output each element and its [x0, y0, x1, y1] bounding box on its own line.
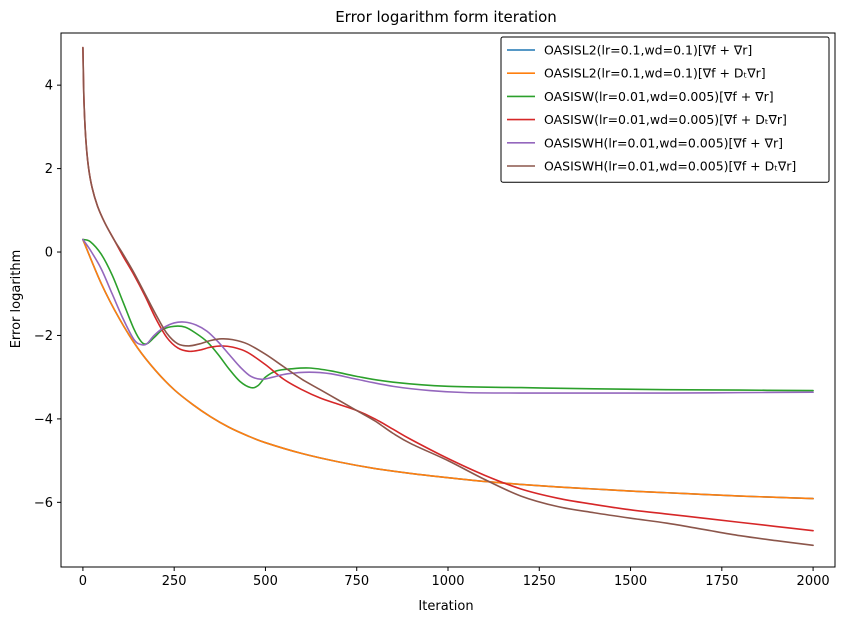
legend: OASISL2(lr=0.1,wd=0.1)[∇f + ∇r] OASISL2(l… — [500, 36, 830, 183]
legend-label-2: OASISL2(lr=0.1,wd=0.1)[∇f + Dₜ∇r] — [544, 66, 766, 81]
y-axis-title: Error logarithm — [9, 250, 24, 349]
series-layer — [82, 46, 814, 547]
legend-label-3: OASISW(lr=0.01,wd=0.005)[∇f + ∇r] — [544, 89, 774, 104]
series-line-6 — [82, 46, 814, 547]
x-axis: 0 250 500 750 1000 1250 1500 1750 2000 — [79, 567, 830, 589]
x-tick-label: 750 — [344, 574, 369, 589]
legend-label-4: OASISW(lr=0.01,wd=0.005)[∇f + Dₜ∇r] — [544, 112, 787, 127]
y-tick-label: −2 — [34, 329, 53, 344]
x-tick-label: 250 — [162, 574, 187, 589]
series-line-5 — [82, 238, 814, 394]
x-tick-label: 1500 — [614, 574, 647, 589]
y-tick-label: 4 — [45, 79, 53, 94]
y-tick-label: −4 — [34, 412, 53, 427]
x-tick-label: 1250 — [523, 574, 556, 589]
y-tick-label: −6 — [34, 496, 53, 511]
x-tick-label: 500 — [253, 574, 278, 589]
x-tick-label: 0 — [79, 574, 87, 589]
legend-label-5: OASISWH(lr=0.01,wd=0.005)[∇f + ∇r] — [544, 135, 783, 150]
legend-box — [500, 36, 830, 183]
series-line-2 — [82, 238, 814, 500]
series-line-3 — [82, 238, 814, 392]
x-tick-label: 2000 — [797, 574, 830, 589]
legend-label-1: OASISL2(lr=0.1,wd=0.1)[∇f + ∇r] — [544, 43, 752, 58]
y-tick-label: 0 — [45, 246, 53, 261]
chart-title: Error logarithm form iteration — [335, 8, 557, 26]
legend-label-6: OASISWH(lr=0.01,wd=0.005)[∇f + Dₜ∇r] — [544, 159, 796, 174]
y-tick-label: 2 — [45, 162, 53, 177]
x-axis-title: Iteration — [418, 599, 473, 614]
x-tick-label: 1000 — [431, 574, 464, 589]
x-tick-label: 1750 — [705, 574, 738, 589]
y-axis: 4 2 0 −2 −4 −6 — [34, 79, 61, 511]
